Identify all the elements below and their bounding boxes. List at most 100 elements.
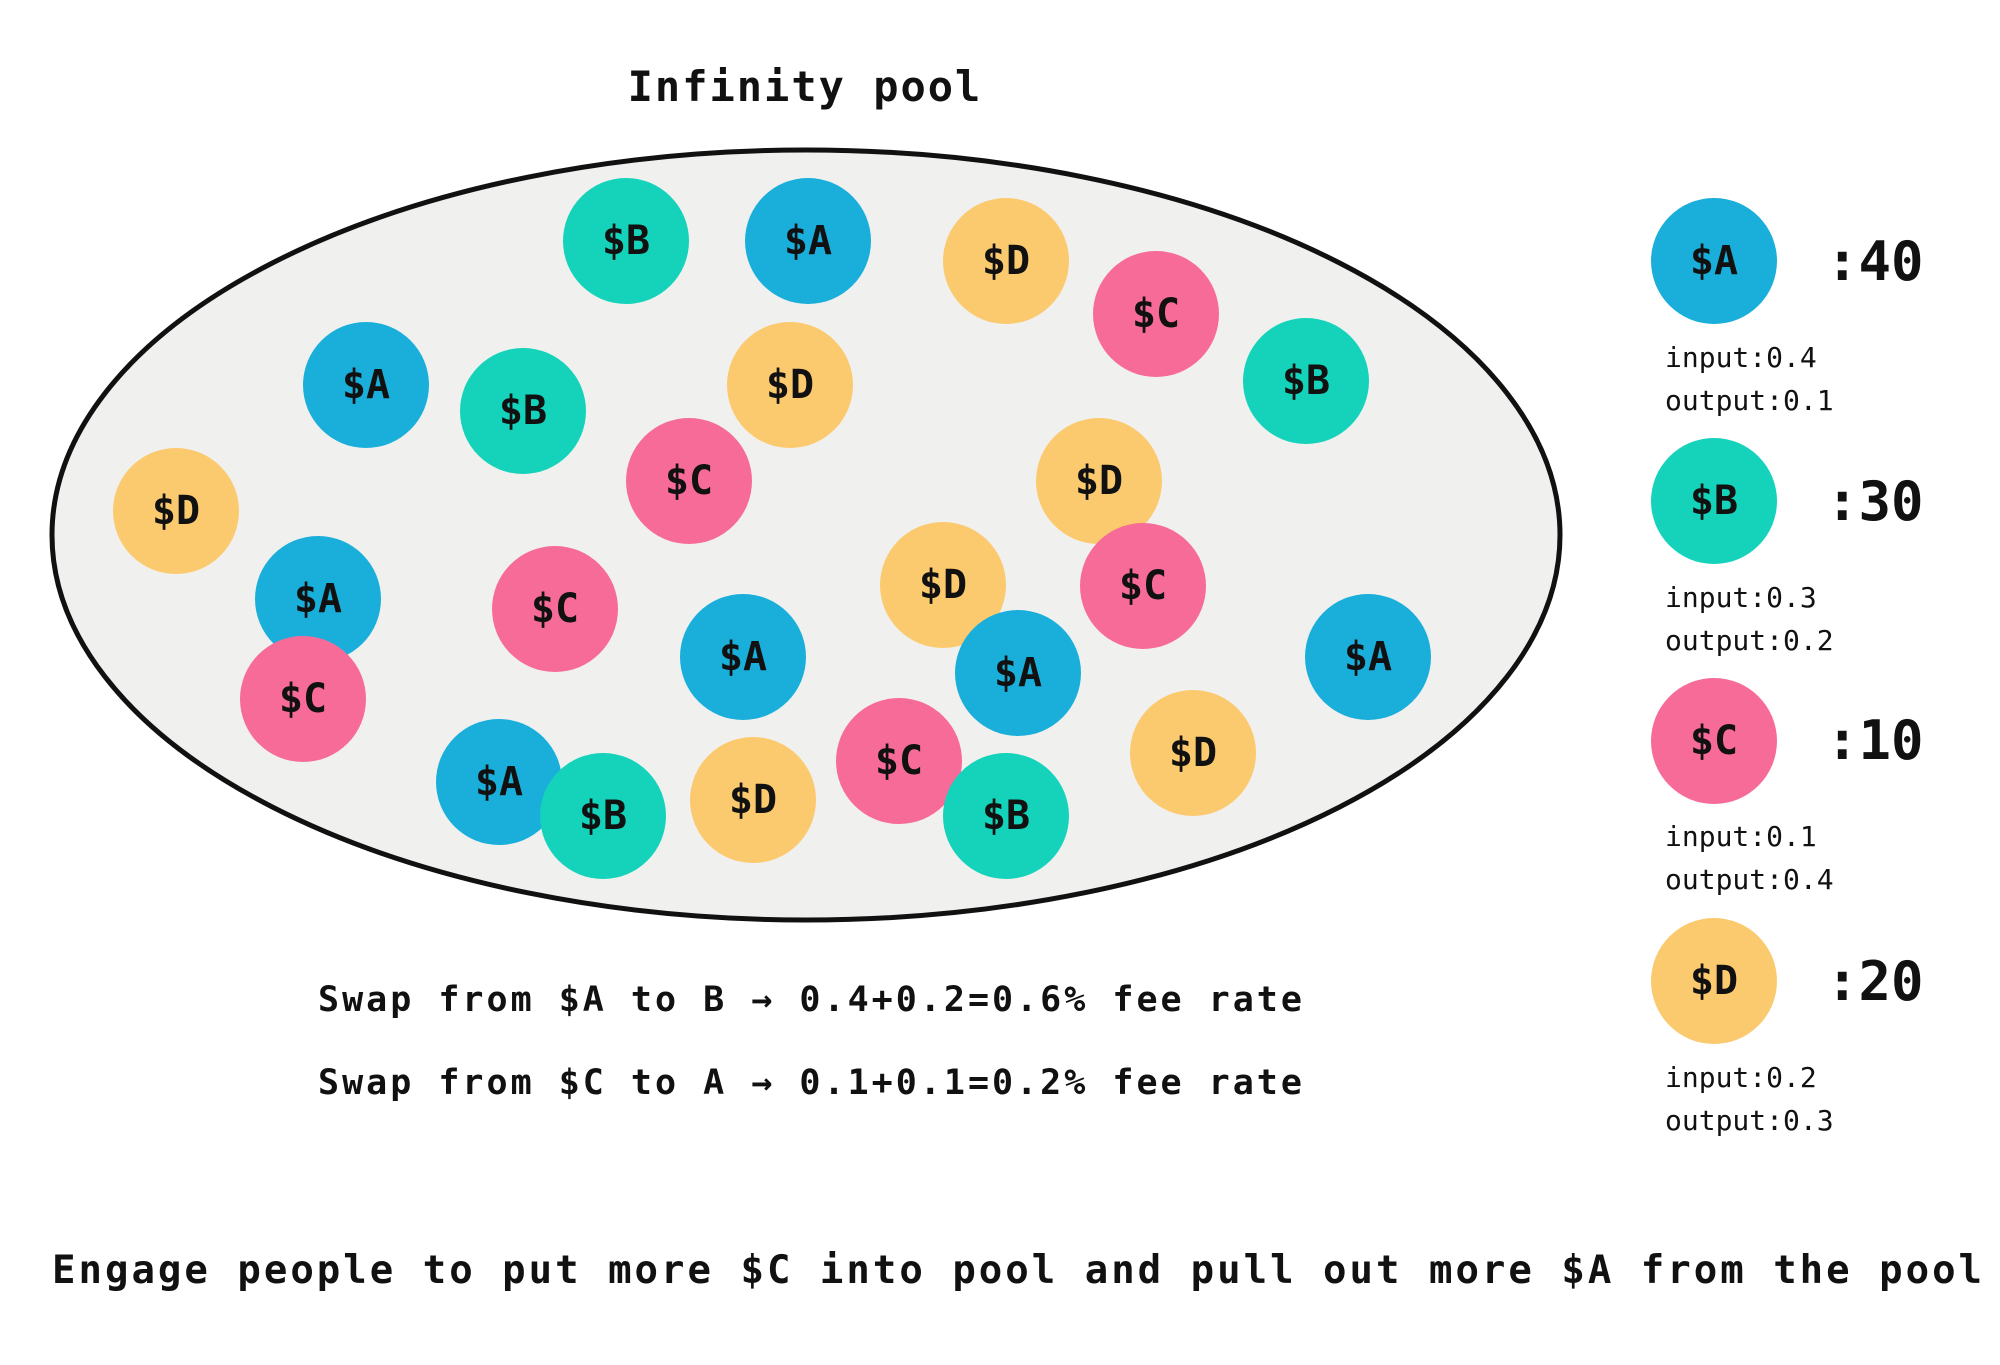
legend-input-c: input:0.1: [1665, 820, 1817, 853]
pool-coin-c-label: $C: [1119, 563, 1167, 609]
pool-coin-a-label: $A: [294, 576, 342, 622]
pool-coin-c-circle: [492, 546, 618, 672]
pool-coin-d-label: $D: [1169, 730, 1217, 776]
legend-coin-b-circle: [1651, 438, 1777, 564]
pool-coin-c-circle: [626, 418, 752, 544]
legend-output-c: output:0.4: [1665, 863, 1834, 896]
pool-coin-a-circle: [680, 594, 806, 720]
legend-coin-a-label: $A: [1690, 238, 1738, 284]
pool-coin-a-label: $A: [784, 218, 832, 264]
pool-coin-d-label: $D: [1075, 458, 1123, 504]
pool-coin-d-circle: [1036, 418, 1162, 544]
pool-coin-d-label: $D: [152, 488, 200, 534]
pool-coin-b-circle: [1243, 318, 1369, 444]
legend-coin-b-label: $B: [1690, 478, 1738, 524]
pool-coin-d-label: $D: [766, 362, 814, 408]
pool-coin-c: $C: [240, 636, 366, 762]
pool-coin-a: $A: [1305, 594, 1431, 720]
pool-coin-d-label: $D: [982, 238, 1030, 284]
legend-coin-c-label: $C: [1690, 718, 1738, 764]
pool-coin-d-circle: [113, 448, 239, 574]
pool-coin-a-circle: [303, 322, 429, 448]
pool-coin-a: $A: [955, 610, 1081, 736]
legend-count-c: :10: [1826, 709, 1924, 772]
pool-coin-b: $B: [1243, 318, 1369, 444]
swap-example-c-to-a: Swap from $C to A → 0.1+0.1=0.2% fee rat…: [318, 1063, 1305, 1103]
pool-coin-d: $D: [943, 198, 1069, 324]
pool-coin-b-label: $B: [602, 218, 650, 264]
pool-coin-a-label: $A: [342, 362, 390, 408]
pool-coin-a-circle: [436, 719, 562, 845]
pool-coin-b-circle: [943, 753, 1069, 879]
pool-coin-a-label: $A: [994, 650, 1042, 696]
pool-coin-c-circle: [240, 636, 366, 762]
pool-coin-b: $B: [540, 753, 666, 879]
pool-coin-b-label: $B: [579, 793, 627, 839]
legend-count-d: :20: [1826, 950, 1924, 1013]
pool-coin-c-label: $C: [1132, 291, 1180, 337]
pool-coin-c-label: $C: [531, 586, 579, 632]
legend-coin-d-label: $D: [1690, 958, 1738, 1004]
pool-coin-a-circle: [745, 178, 871, 304]
pool-coin-a: $A: [680, 594, 806, 720]
pool-coins: $B $A $D $C $A $B $D $B $C $D $D $A $C $C $D $A $A $A $C $D…: [113, 178, 1431, 879]
legend-coin-d: $D: [1651, 918, 1777, 1044]
legend-output-b: output:0.2: [1665, 624, 1834, 657]
legend-input-d: input:0.2: [1665, 1061, 1817, 1094]
pool-coin-a-label: $A: [1344, 634, 1392, 680]
pool-coin-d: $D: [1130, 690, 1256, 816]
pool-coin-a-label: $A: [475, 759, 523, 805]
pool-coin-d: $D: [690, 737, 816, 863]
legend-count-b: :30: [1826, 470, 1924, 533]
pool-coin-c-circle: [1093, 251, 1219, 377]
legend-coin-c: $C: [1651, 678, 1777, 804]
pool-coin-a-label: $A: [719, 634, 767, 680]
pool-coin-d: $D: [727, 322, 853, 448]
pool-coin-d-label: $D: [919, 562, 967, 608]
pool-coin-a-circle: [955, 610, 1081, 736]
legend-coin-b: $B: [1651, 438, 1777, 564]
legend-input-b: input:0.3: [1665, 581, 1817, 614]
pool-coin-b-label: $B: [499, 388, 547, 434]
legend-count-a: :40: [1826, 230, 1924, 293]
pool-coin-d-label: $D: [729, 777, 777, 823]
pool-coin-c-label: $C: [279, 676, 327, 722]
pool-coin-c-label: $C: [665, 458, 713, 504]
pool-coin-d: $D: [880, 522, 1006, 648]
pool-coin-c: $C: [1093, 251, 1219, 377]
pool-coin-b-label: $B: [982, 793, 1030, 839]
diagram-title: Infinity pool: [627, 62, 983, 111]
pool-coin-d-circle: [880, 522, 1006, 648]
pool-coin-d: $D: [113, 448, 239, 574]
pool-coin-b-circle: [460, 348, 586, 474]
pool-coin-c-circle: [1080, 523, 1206, 649]
pool-coin-b: $B: [460, 348, 586, 474]
pool-coin-b-circle: [540, 753, 666, 879]
pool-coin-b: $B: [943, 753, 1069, 879]
pool-coin-c-circle: [836, 698, 962, 824]
engage-caption: Engage people to put more $C into pool a…: [52, 1248, 1986, 1293]
legend-input-a: input:0.4: [1665, 341, 1817, 374]
legend-coin-a-circle: [1651, 198, 1777, 324]
pool-coin-a: $A: [255, 536, 381, 662]
legend-output-d: output:0.3: [1665, 1104, 1834, 1137]
pool-coin-d-circle: [690, 737, 816, 863]
legend-coin-c-circle: [1651, 678, 1777, 804]
pool-coin-b-label: $B: [1282, 358, 1330, 404]
pool-coin-a-circle: [1305, 594, 1431, 720]
legend-output-a: output:0.1: [1665, 384, 1834, 417]
pool-coin-c: $C: [626, 418, 752, 544]
legend-coin-d-circle: [1651, 918, 1777, 1044]
pool-coin-d: $D: [1036, 418, 1162, 544]
legend-coin-a: $A: [1651, 198, 1777, 324]
pool-coin-a: $A: [745, 178, 871, 304]
pool-coin-b: $B: [563, 178, 689, 304]
pool-coin-a-circle: [255, 536, 381, 662]
legend-coins: $A $B $C $D: [1651, 198, 1777, 1044]
pool-coin-d-circle: [1130, 690, 1256, 816]
pool-coin-c-label: $C: [875, 738, 923, 784]
swap-example-a-to-b: Swap from $A to B → 0.4+0.2=0.6% fee rat…: [318, 980, 1305, 1020]
pool-coin-c: $C: [492, 546, 618, 672]
pool-coin-c: $C: [1080, 523, 1206, 649]
